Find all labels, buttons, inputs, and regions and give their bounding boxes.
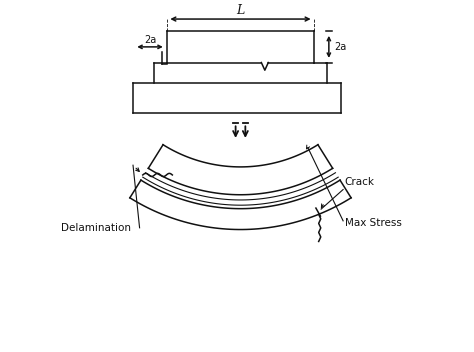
Text: Max Stress: Max Stress [345, 218, 402, 228]
Text: L: L [237, 4, 245, 17]
Text: Delamination: Delamination [61, 223, 131, 233]
Text: 2a: 2a [335, 42, 346, 52]
Text: Crack: Crack [345, 177, 375, 187]
Text: 2a: 2a [144, 35, 156, 45]
